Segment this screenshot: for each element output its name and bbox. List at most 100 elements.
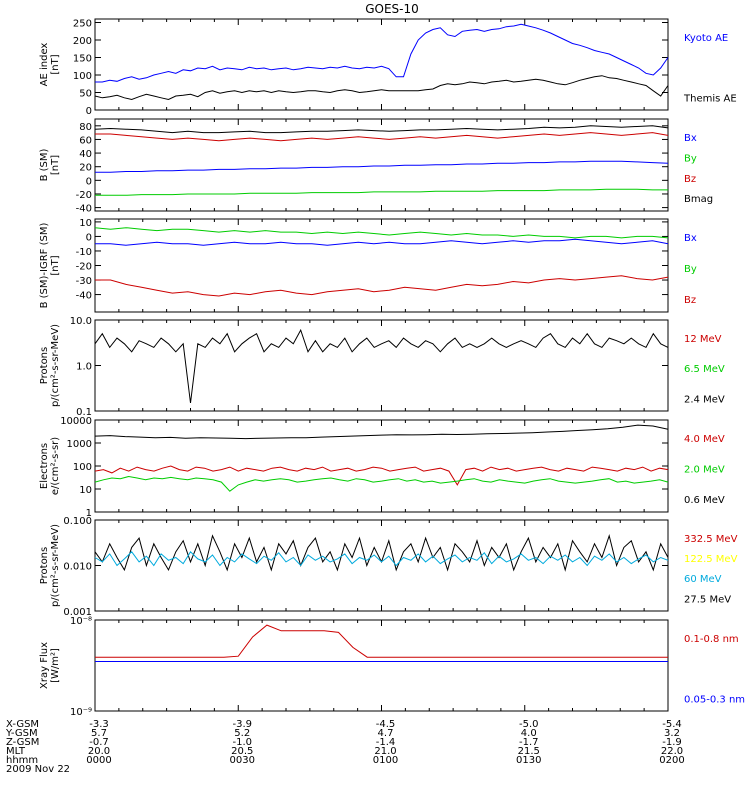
legend-entry: Bz	[684, 174, 696, 185]
series-line-27-5-mev	[94, 534, 669, 572]
y-tick-label: 10000	[60, 416, 92, 427]
panel-7: 10⁻⁹ 10⁻⁸ Xray Flux[W/m²] 0.1-0.8 nm 0.05-0.…	[39, 616, 745, 718]
series-line-2-0-mev	[94, 475, 669, 492]
y-tick-label: -40	[76, 291, 92, 302]
y-tick-label: -40	[76, 204, 92, 215]
y-axis-label: Protonsp/(cm²-s-sr-MeV)	[39, 524, 61, 607]
footer-date: 2009 Nov 22	[6, 764, 70, 775]
footer-value: 21.5	[518, 746, 540, 757]
y-tick-label: 0	[86, 176, 92, 187]
panel-4: 0.1 1.0 10.0 Protonsp/(cm²-s-sr-MeV) 12 MeV 6…	[39, 316, 725, 418]
footer-value: -4.5	[376, 719, 396, 730]
footer-value: -0.7	[89, 737, 109, 748]
footer-value: -5.4	[662, 719, 682, 730]
panel-1: 0 50 100 150 200 250 AE index[nT] Kyoto AE Themi…	[39, 18, 737, 117]
panel-frame	[94, 319, 669, 412]
y-axis-label-line: Protons	[39, 347, 50, 384]
footer-value: 3.2	[664, 728, 680, 739]
legend-entry: 4.0 MeV	[684, 434, 725, 445]
footer-value: -1.9	[662, 737, 682, 748]
footer-group: X-GSM -3.3 -3.9 -4.5 -5.0 -5.4 Y-GSM 5.7 5.2 4.7 4…	[5, 719, 685, 775]
legend-entry: 6.5 MeV	[684, 364, 725, 375]
legend-entry: Bx	[684, 233, 697, 244]
y-tick-label: -20	[76, 262, 92, 273]
legend-entry: Bz	[684, 295, 696, 306]
y-axis-label-line: Electrons	[39, 443, 50, 489]
y-tick-label: 100	[73, 71, 92, 82]
panel-frame	[94, 419, 669, 513]
legend-entry: 27.5 MeV	[684, 594, 731, 605]
y-tick-label: 0.100	[63, 516, 92, 527]
y-tick-label: 0.001	[63, 607, 92, 618]
y-tick-label: -20	[76, 190, 92, 201]
footer-value: 22.0	[661, 746, 683, 757]
y-tick-label: -30	[76, 276, 92, 287]
y-tick-label: 1.0	[76, 362, 92, 373]
y-axis-label-line: e/(cm²-s-sr)	[50, 437, 61, 495]
footer-value: 21.0	[374, 746, 396, 757]
legend-entry: 0.1-0.8 nm	[684, 634, 739, 645]
y-tick-label: 10	[79, 485, 92, 496]
legend-entry: 0.6 MeV	[684, 495, 725, 506]
panel-5: 1 10 100 1000 10000 Electronse/(cm²-s-sr) 4.0 …	[39, 416, 725, 519]
footer-value: 20.5	[231, 746, 253, 757]
panel-frame	[94, 519, 669, 612]
y-tick-label: 0.1	[76, 407, 92, 418]
y-axis-label: Xray Flux[W/m²]	[39, 642, 61, 689]
series-line-2-4-mev	[94, 328, 669, 404]
y-axis-label-line: Protons	[39, 547, 50, 584]
series-line-60-mev	[94, 551, 669, 567]
y-axis-label: Electronse/(cm²-s-sr)	[39, 437, 61, 495]
y-axis-label-line: AE index	[39, 43, 50, 87]
footer-value: 0030	[230, 755, 255, 766]
footer-value: 4.7	[378, 728, 394, 739]
y-tick-label: 250	[73, 19, 92, 30]
y-tick-label: 80	[79, 122, 92, 133]
y-tick-label: 10	[79, 218, 92, 229]
y-tick-label: -10	[76, 247, 92, 258]
series-line-by	[95, 188, 668, 196]
y-tick-label: 200	[73, 36, 92, 47]
y-tick-label: 0.010	[63, 562, 92, 573]
y-tick-label: 10⁻⁸	[70, 616, 92, 627]
footer-value: 20.0	[88, 746, 110, 757]
legend-entry: Kyoto AE	[684, 33, 728, 44]
y-tick-label: 40	[79, 149, 92, 160]
series-line-bx	[95, 160, 669, 173]
footer-value: -1.7	[519, 737, 539, 748]
footer-row-label: X-GSM	[6, 719, 39, 730]
y-axis-label-line: B (SM)-IGRF (SM)	[39, 223, 50, 309]
series-line-by	[94, 227, 669, 239]
series-line-bmag	[94, 125, 669, 134]
legend-entry: Themis AE	[683, 93, 737, 104]
chart-title: GOES-10	[365, 2, 419, 16]
panel-2: -40 -20 0 20 40 60 80 B (SM)[nT] Bx By Bz Bmag	[39, 118, 713, 215]
footer-value: -3.3	[89, 719, 109, 730]
y-axis-label-line: Xray Flux	[39, 642, 50, 689]
footer-row-label: hhmm	[6, 755, 38, 766]
y-tick-label: 50	[79, 89, 92, 100]
series-line-bz	[95, 275, 669, 297]
footer-value: -5.0	[519, 719, 539, 730]
legend-entry: 122.5 MeV	[684, 554, 738, 565]
panel-3: -40 -30 -20 -10 0 10 B (SM)-IGRF (SM)[nT] Bx By B…	[39, 218, 697, 313]
footer-value: 0100	[373, 755, 398, 766]
legend-entry: 332.5 MeV	[684, 534, 738, 545]
footer-value: 4.0	[521, 728, 537, 739]
series-line-themis-ae	[94, 75, 669, 101]
footer-row-label: Y-GSM	[5, 728, 38, 739]
legend-entry: Bmag	[684, 194, 713, 205]
legend-entry: By	[684, 153, 697, 164]
y-tick-label: 0	[86, 232, 92, 243]
series-line-kyoto-ae	[95, 23, 669, 83]
y-tick-label: 150	[73, 54, 92, 65]
legend-entry: 12 MeV	[684, 334, 722, 345]
y-axis-label: B (SM)[nT]	[39, 148, 61, 181]
y-axis-label-line: p/(cm²-s-sr-MeV)	[50, 324, 61, 407]
footer-value: 0200	[659, 755, 684, 766]
series-line-0-1-0-8-nm	[95, 624, 668, 658]
